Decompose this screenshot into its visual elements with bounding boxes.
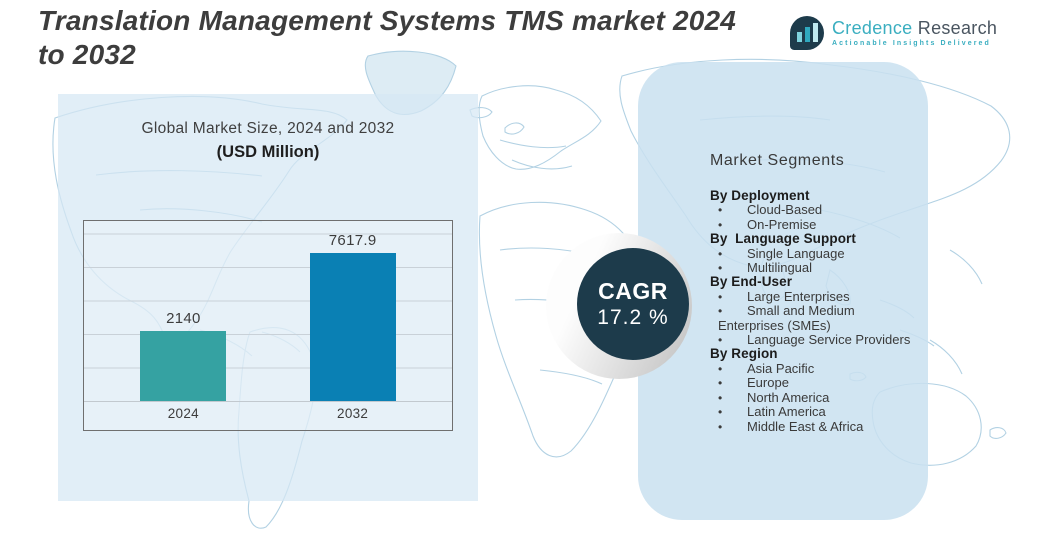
- bar-group-2032: 7617.9: [309, 232, 396, 401]
- bullet-icon: •: [718, 289, 723, 304]
- segment-item: • Single Language: [712, 245, 918, 261]
- bullet-icon: •: [718, 246, 723, 261]
- segment-item: • Latin America: [712, 404, 918, 420]
- segment-item: • Large Enterprises: [712, 288, 918, 304]
- chart-subheading: (USD Million): [216, 143, 320, 161]
- bar-chart-plot-area: 2140 7617.9: [84, 221, 452, 402]
- segment-item: • Language Service Providers: [712, 332, 918, 348]
- x-axis-label: 2024: [167, 406, 199, 421]
- segment-group-heading: By End-User: [710, 274, 793, 290]
- bar-chart-bubble-icon: [790, 16, 824, 50]
- brand-name: Credence Research: [832, 19, 997, 37]
- bullet-icon: •: [718, 217, 723, 232]
- bullet-icon: •: [718, 376, 723, 391]
- segment-item-label: Latin America: [747, 404, 826, 420]
- market-size-panel: Global Market Size, 2024 and 2032 (USD M…: [58, 94, 478, 501]
- segment-item-label: Large Enterprises: [747, 288, 850, 304]
- segment-group-heading: By Language Support: [710, 231, 857, 247]
- bullet-icon: •: [718, 419, 723, 434]
- segment-item-label: Small and Medium Enterprises (SMEs): [718, 303, 855, 333]
- bullet-icon: •: [718, 333, 723, 348]
- bar-group-2024: 2140: [140, 310, 227, 401]
- brand-logo: Credence Research Actionable Insights De…: [790, 16, 997, 50]
- bullet-icon: •: [718, 361, 723, 376]
- bullet-icon: •: [718, 405, 723, 420]
- segment-item: • Middle East & Africa: [712, 418, 918, 434]
- bar-value-label: 7617.9: [328, 232, 377, 249]
- segments-title: Market Segments: [710, 152, 845, 169]
- bullet-icon: •: [718, 203, 723, 218]
- segment-group-heading: By Deployment: [710, 188, 810, 203]
- bar-2032: [309, 253, 396, 401]
- bar-value-label: 2140: [166, 310, 201, 327]
- bullet-icon: •: [718, 304, 723, 319]
- brand-name-primary: Credence: [832, 18, 913, 38]
- segment-item: • North America: [712, 389, 918, 405]
- segments-list: By Deployment • Cloud-Based • On-Premise By L…: [638, 188, 928, 434]
- segment-item-label: Europe: [747, 375, 789, 391]
- bar-2024: [140, 331, 227, 401]
- segment-group-heading: By Region: [710, 346, 778, 362]
- segment-item-label: North America: [747, 389, 830, 405]
- segment-item-label: Middle East & Africa: [747, 418, 864, 434]
- brand-name-secondary: Research: [917, 18, 998, 38]
- segment-item-label: Multilingual: [747, 260, 813, 276]
- brand-tagline: Actionable Insights Delivered: [832, 40, 991, 47]
- page-title: Translation Management Systems TMS marke…: [38, 5, 737, 70]
- segment-item-label: Asia Pacific: [747, 360, 815, 376]
- segment-item: • Small and Medium Enterprises (SMEs): [712, 303, 918, 333]
- x-axis-label: 2032: [337, 406, 369, 421]
- segment-item: • Europe: [712, 375, 918, 391]
- segment-item-label: Language Service Providers: [747, 332, 911, 348]
- bullet-icon: •: [718, 390, 723, 405]
- segment-item: • On-Premise: [712, 216, 918, 232]
- cagr-badge: CAGR 17.2 %: [577, 248, 689, 360]
- cagr-label: CAGR: [598, 277, 668, 304]
- bullet-icon: •: [718, 261, 723, 276]
- bar-chart: 2140 7617.9 2024 2032: [83, 220, 453, 431]
- chart-heading: Global Market Size, 2024 and 2032: [141, 120, 395, 137]
- segment-item-label: Single Language: [747, 245, 845, 261]
- segment-item-label: On-Premise: [747, 216, 817, 232]
- segment-item: • Multilingual: [712, 260, 918, 276]
- cagr-value: 17.2 %: [597, 305, 669, 329]
- segment-item: • Cloud-Based: [712, 202, 918, 218]
- segment-item-label: Cloud-Based: [747, 202, 823, 218]
- segment-item: • Asia Pacific: [712, 360, 918, 376]
